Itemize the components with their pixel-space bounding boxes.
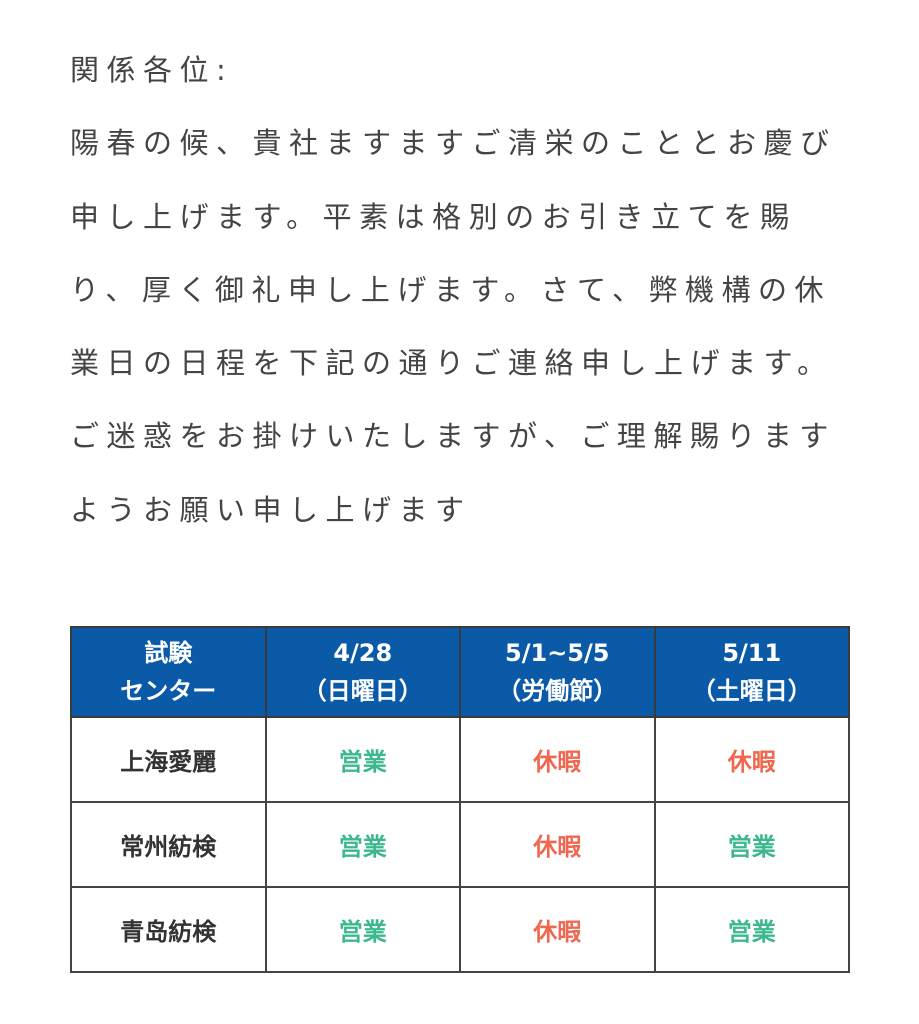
header-line: （労働節） — [497, 677, 618, 705]
status-cell: 休暇 — [459, 801, 656, 888]
letter-line: 陽春の候、貴社ますますご清栄のこととお慶び — [70, 126, 837, 161]
header-line: センター — [120, 677, 217, 705]
header-line: 5/1~5/5 — [505, 639, 610, 667]
letter-line: 申し上げます。平素は格別のお引き立てを賜 — [70, 199, 797, 234]
status-cell: 休暇 — [459, 886, 656, 973]
center-name: 上海愛麗 — [70, 716, 267, 803]
letter-line: ご迷惑をお掛けいたしますが、ご理解賜ります — [70, 419, 836, 454]
status-cell: 営業 — [264, 801, 461, 888]
header-line: 試験 — [144, 639, 193, 667]
letter-body: 関係各位: 陽春の候、貴社ますますご清栄のこととお慶び 申し上げます。平素は格別… — [70, 48, 860, 561]
header-center: 試験 センター — [70, 626, 267, 718]
header-line: （日曜日） — [302, 677, 423, 705]
table-row: 常州紡検 営業 休暇 営業 — [70, 801, 850, 888]
letter-line: ようお願い申し上げます — [70, 492, 472, 527]
center-name: 青岛紡検 — [70, 886, 267, 973]
header-date-2: 5/1~5/5 （労働節） — [459, 626, 656, 718]
status-cell: 営業 — [653, 801, 850, 888]
table-header-row: 試験センター 4/28 （日曜日） 5/1~5/5 （労働節） 5/11 （土曜日） — [70, 626, 850, 718]
header-line: 5/11 — [722, 639, 782, 667]
header-date-3: 5/11 （土曜日） — [653, 626, 850, 718]
letter-line: り、厚く御礼申し上げます。さて、弊機構の休 — [70, 272, 831, 307]
header-line: （土曜日） — [691, 677, 812, 705]
header-date-1: 4/28 （日曜日） — [264, 626, 461, 718]
status-cell: 営業 — [264, 886, 461, 973]
status-cell: 休暇 — [459, 716, 656, 803]
table-row: 上海愛麗 営業 休暇 休暇 — [70, 716, 850, 803]
center-name: 常州紡検 — [70, 801, 267, 888]
header-line: 4/28 — [333, 639, 393, 667]
letter-line: 業日の日程を下記の通りご連絡申し上げます。 — [70, 346, 834, 381]
status-cell: 営業 — [264, 716, 461, 803]
letter-line: 関係各位: — [70, 53, 234, 87]
status-cell: 休暇 — [653, 716, 850, 803]
holiday-schedule-table: 試験 センター 4/28 （日曜日） 5/1~5/5 （労働節） 5/11 （土曜日） … — [70, 626, 850, 973]
table-row: 青岛紡検 営業 休暇 営業 — [70, 886, 850, 973]
status-cell: 営業 — [653, 886, 850, 973]
